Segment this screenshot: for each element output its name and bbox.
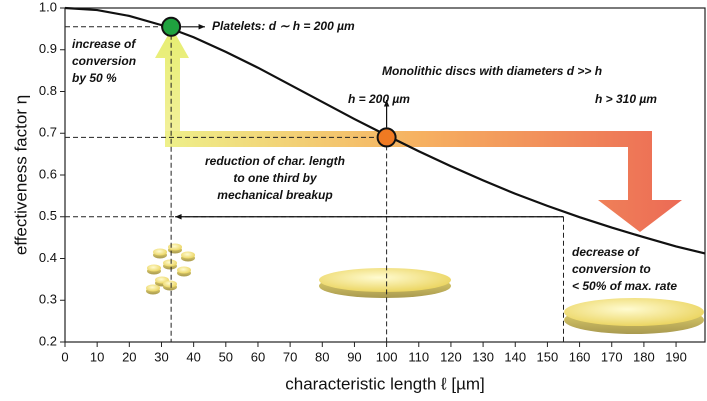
x-tick-label: 130 bbox=[472, 349, 494, 364]
x-tick-label: 180 bbox=[633, 349, 655, 364]
y-tick-label: 0.2 bbox=[39, 333, 57, 348]
x-tick-label: 170 bbox=[601, 349, 623, 364]
marker bbox=[376, 127, 397, 148]
annotation: by 50 % bbox=[72, 71, 117, 85]
big-arrows bbox=[155, 28, 682, 232]
annotation: reduction of char. length bbox=[205, 154, 345, 168]
x-tick-label: 60 bbox=[251, 349, 265, 364]
y-tick-label: 0.5 bbox=[39, 208, 57, 223]
annotation: mechanical breakup bbox=[217, 188, 332, 202]
x-tick-label: 0 bbox=[61, 349, 68, 364]
x-tick-label: 110 bbox=[408, 349, 429, 364]
x-tick-label: 150 bbox=[537, 349, 559, 364]
x-tick-label: 40 bbox=[186, 349, 200, 364]
arrow-head bbox=[383, 100, 390, 107]
x-tick-label: 50 bbox=[219, 349, 233, 364]
annotation: to one third by bbox=[233, 171, 318, 185]
x-tick-label: 120 bbox=[440, 349, 462, 364]
arrow-head bbox=[175, 214, 182, 220]
annotation: conversion bbox=[72, 54, 136, 68]
y-tick-label: 1.0 bbox=[39, 0, 57, 14]
decrease-arrow bbox=[165, 131, 682, 232]
x-axis-title: characteristic length ℓ [µm] bbox=[285, 374, 485, 393]
annotation: < 50% of max. rate bbox=[572, 279, 677, 293]
annotation: Monolithic discs with diameters d >> h bbox=[382, 64, 602, 78]
y-tick-label: 0.4 bbox=[39, 250, 57, 265]
x-tick-label: 90 bbox=[347, 349, 361, 364]
platelets bbox=[146, 243, 195, 295]
y-tick-label: 0.3 bbox=[39, 292, 57, 307]
x-tick-label: 10 bbox=[90, 349, 104, 364]
annotation: h > 310 µm bbox=[595, 92, 657, 106]
x-tick-label: 160 bbox=[569, 349, 591, 364]
annotation: decrease of bbox=[572, 245, 640, 259]
y-tick-label: 0.9 bbox=[39, 41, 57, 56]
annotation: h = 200 µm bbox=[348, 92, 410, 106]
annotation: increase of bbox=[72, 37, 136, 51]
large-disc bbox=[564, 298, 704, 334]
x-tick-label: 140 bbox=[504, 349, 526, 364]
discs bbox=[146, 243, 704, 334]
y-tick-label: 0.7 bbox=[39, 125, 57, 140]
annotation: Platelets: d ∼ h = 200 µm bbox=[212, 19, 355, 33]
x-tick-label: 190 bbox=[665, 349, 687, 364]
arrow-head bbox=[198, 24, 205, 30]
marker bbox=[161, 16, 182, 37]
x-tick-label: 100 bbox=[376, 349, 398, 364]
increase-arrow bbox=[155, 28, 189, 147]
x-tick-label: 20 bbox=[122, 349, 136, 364]
y-tick-label: 0.6 bbox=[39, 166, 57, 181]
y-tick-label: 0.8 bbox=[39, 83, 57, 98]
x-tick-label: 70 bbox=[283, 349, 297, 364]
x-tick-label: 80 bbox=[315, 349, 329, 364]
medium-disc bbox=[319, 268, 451, 298]
annotation: conversion to bbox=[572, 262, 651, 276]
y-axis-title: effectiveness factor η bbox=[11, 95, 30, 255]
x-tick-label: 30 bbox=[154, 349, 168, 364]
